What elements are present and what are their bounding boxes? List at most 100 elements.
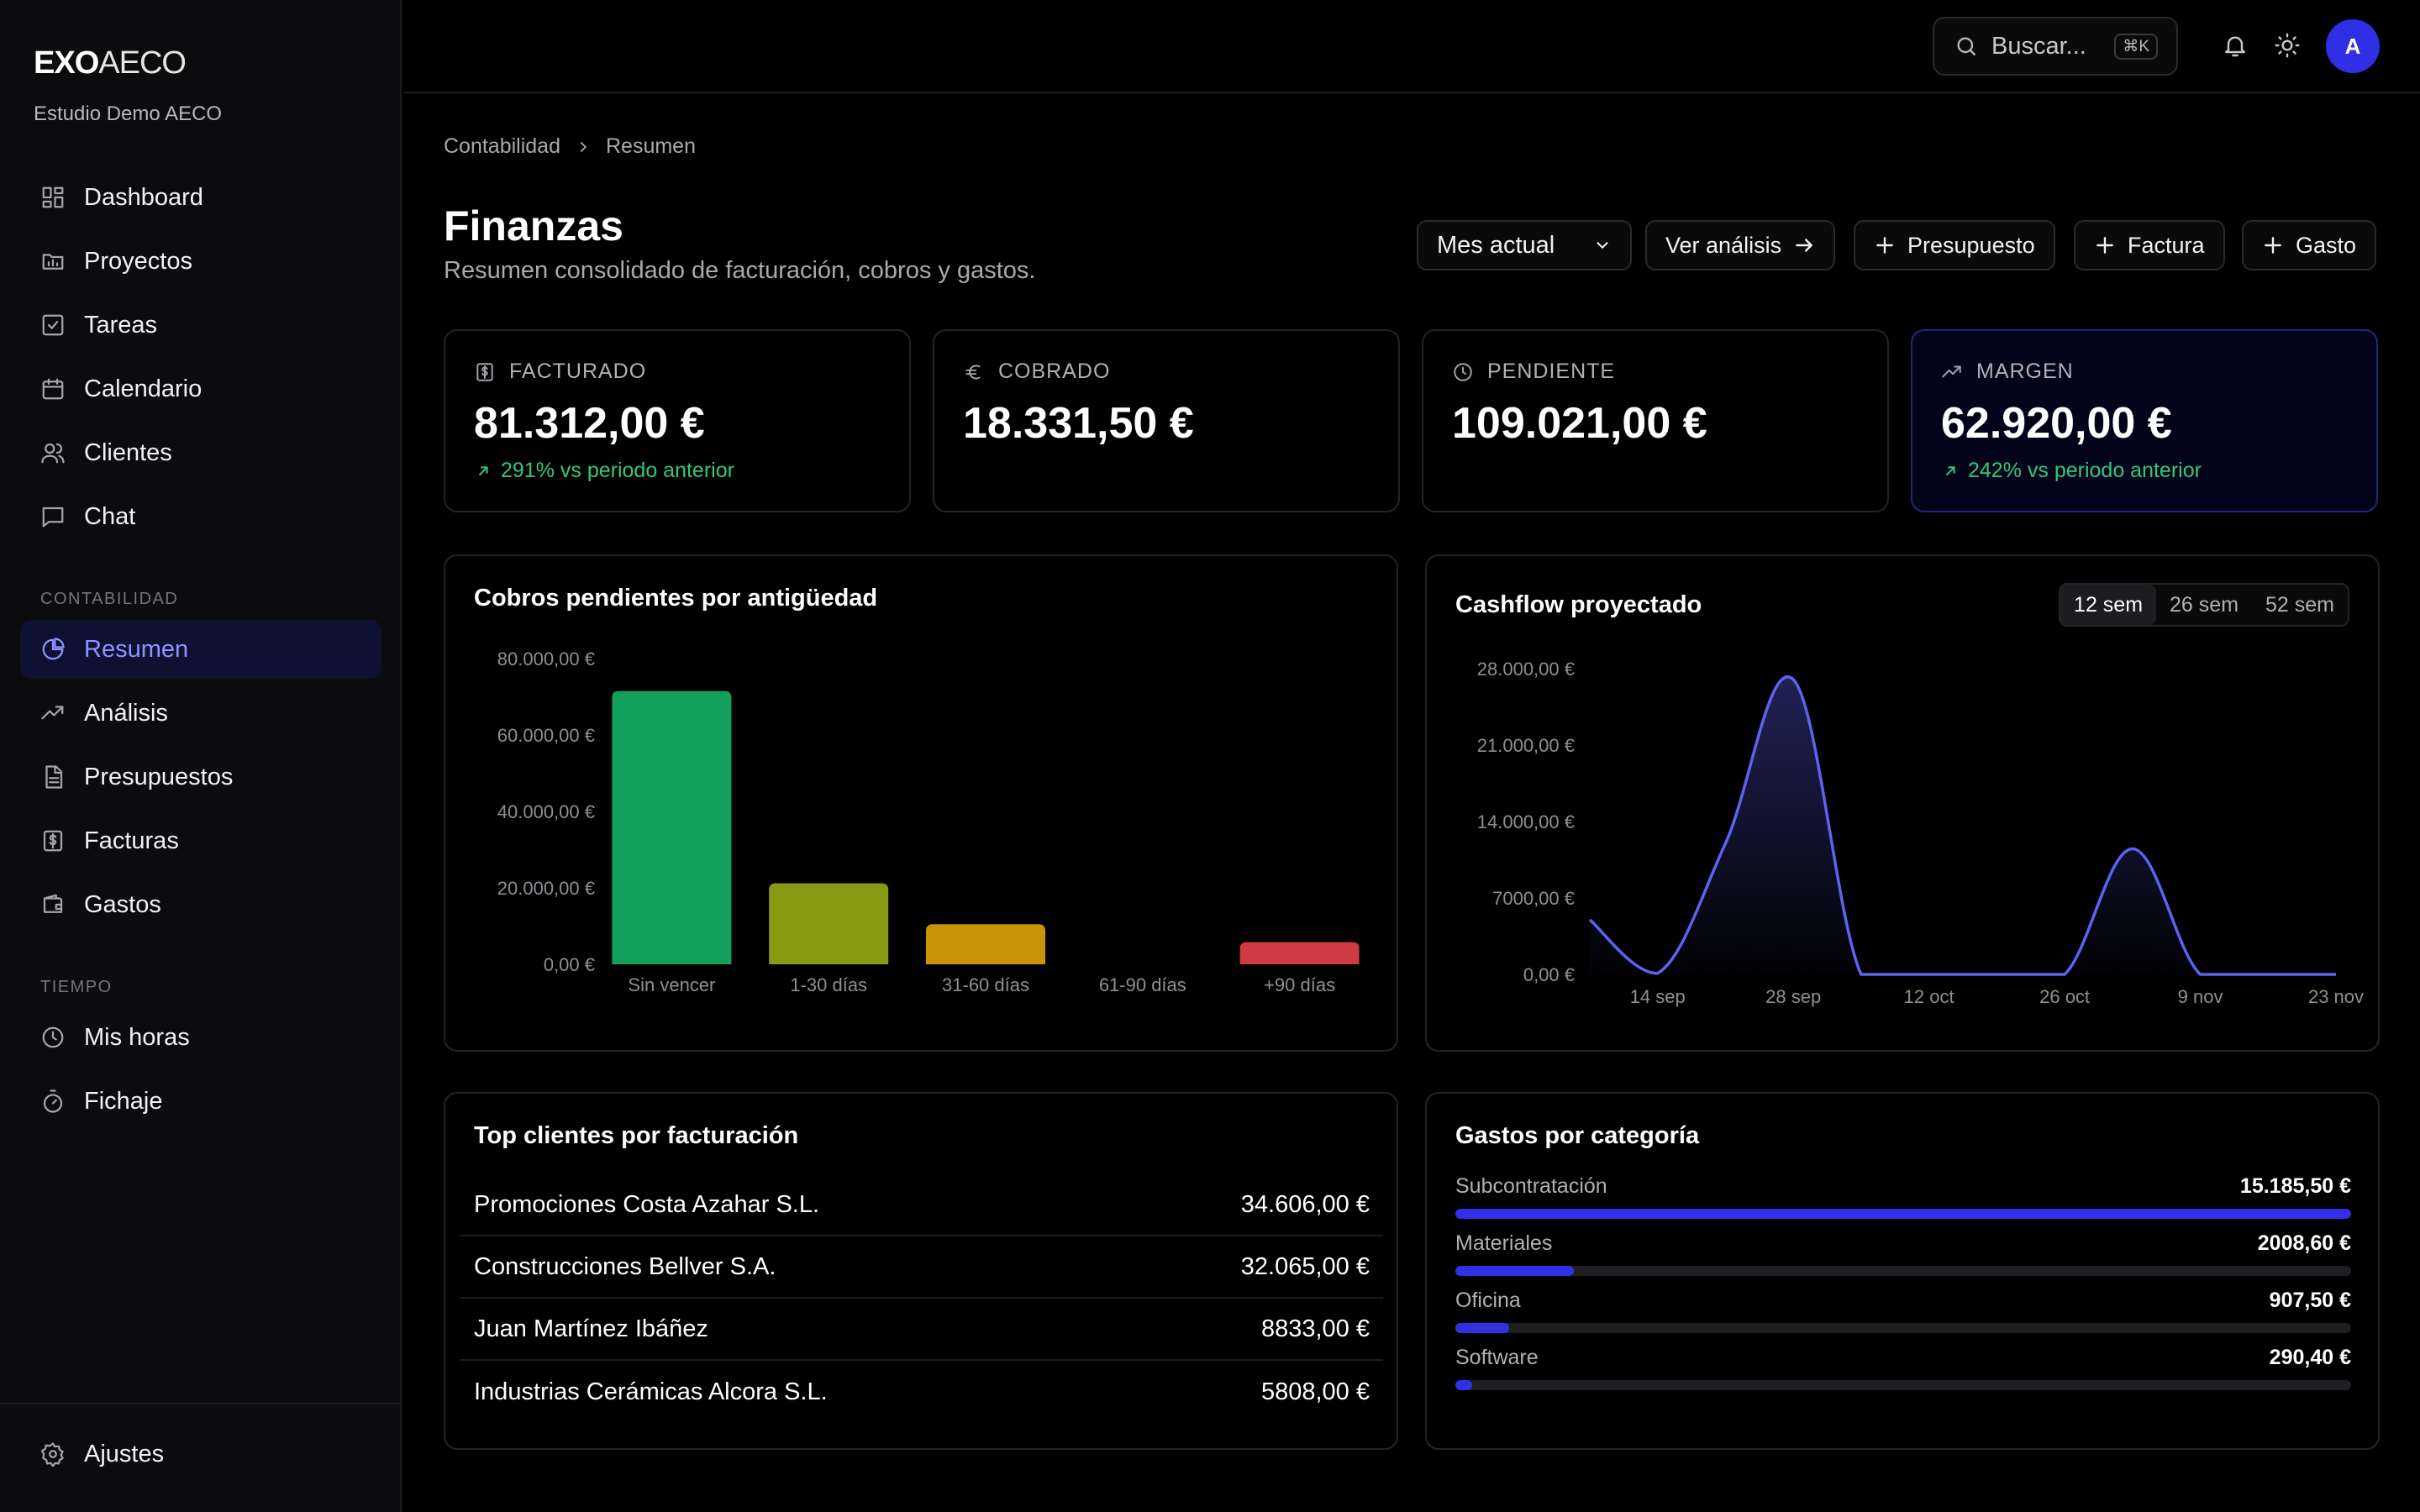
- main-nav: Dashboard Proyectos Tareas Calendario Cl…: [20, 168, 381, 551]
- sidebar-item-proyectos[interactable]: Proyectos: [20, 232, 381, 291]
- category-name: Software: [1455, 1346, 1539, 1369]
- x-tick-label: 12 oct: [1904, 986, 1954, 1007]
- expense-category: Materiales 2008,60 €: [1455, 1231, 2351, 1276]
- list-item[interactable]: Construcciones Bellver S.A. 32.065,00 €: [460, 1236, 1383, 1299]
- expense-category: Oficina 907,50 €: [1455, 1289, 2351, 1333]
- sidebar-item-label: Mis horas: [84, 1023, 190, 1051]
- sidebar-item-facturas[interactable]: Facturas: [20, 811, 381, 870]
- trend-icon: [1942, 365, 1961, 377]
- kpi-card-margen: MARGEN 62.920,00 € 242% vs periodo anter…: [1911, 329, 2378, 512]
- new-invoice-label: Factura: [2128, 232, 2205, 258]
- cashflow-line[interactable]: [1588, 675, 2336, 976]
- invoice-icon: [476, 362, 493, 381]
- time-nav: Mis horas Fichaje: [20, 1008, 381, 1136]
- client-name: Promociones Costa Azahar S.L.: [474, 1190, 820, 1218]
- bar[interactable]: [1239, 942, 1360, 964]
- sidebar-item-presupuestos[interactable]: Presupuestos: [20, 748, 381, 806]
- bell-icon: [2225, 36, 2245, 57]
- sidebar-item-chat[interactable]: Chat: [20, 487, 381, 546]
- list-item[interactable]: Promociones Costa Azahar S.L. 34.606,00 …: [460, 1174, 1383, 1236]
- kpi-label: COBRADO: [963, 360, 1110, 384]
- new-invoice-button[interactable]: Factura: [2074, 220, 2225, 270]
- range-option-52[interactable]: 52 sem: [2265, 592, 2334, 617]
- kpi-trend: 291% vs periodo anterior: [474, 459, 734, 483]
- bar[interactable]: [926, 924, 1045, 964]
- range-option-12[interactable]: 12 sem: [2060, 585, 2157, 625]
- breadcrumb-item-contabilidad[interactable]: Contabilidad: [444, 134, 560, 158]
- sidebar-item-label: Clientes: [84, 438, 172, 466]
- view-analysis-label: Ver análisis: [1665, 232, 1782, 258]
- search-input[interactable]: Buscar... ⌘K: [1933, 17, 2178, 76]
- y-tick-label: 40.000,00 €: [497, 801, 595, 822]
- sidebar-item-tareas[interactable]: Tareas: [20, 296, 381, 354]
- kpi-label: FACTURADO: [474, 360, 646, 384]
- folder-icon: [39, 247, 67, 276]
- period-select-value: Mes actual: [1437, 231, 1555, 259]
- sidebar-item-clientes[interactable]: Clientes: [20, 423, 381, 482]
- new-expense-label: Gasto: [2296, 232, 2357, 258]
- category-progress-track: [1455, 1380, 2351, 1390]
- category-progress-fill: [1455, 1209, 2351, 1219]
- kpi-label-text: COBRADO: [998, 360, 1111, 383]
- chevron-down-icon: [1597, 242, 1608, 249]
- brand-logo[interactable]: EXOAECO: [34, 45, 187, 81]
- dashboard-icon: [39, 183, 67, 212]
- kpi-card-pendiente: PENDIENTE 109.021,00 €: [1422, 329, 1889, 512]
- bar[interactable]: [612, 690, 732, 964]
- y-tick-label: 7000,00 €: [1492, 888, 1575, 909]
- sidebar-item-analisis[interactable]: Análisis: [20, 684, 381, 743]
- plus-icon: [2096, 237, 2113, 254]
- category-progress-track: [1455, 1209, 2351, 1219]
- new-expense-button[interactable]: Gasto: [2242, 220, 2377, 270]
- calendar-icon: [39, 375, 67, 403]
- plus-icon: [2265, 237, 2281, 254]
- y-tick-label: 0,00 €: [1523, 964, 1575, 985]
- period-select[interactable]: Mes actual: [1417, 220, 1632, 270]
- kpi-label-text: FACTURADO: [509, 360, 647, 383]
- sidebar-item-calendario[interactable]: Calendario: [20, 360, 381, 418]
- kpi-card-cobrado: COBRADO 18.331,50 €: [933, 329, 1400, 512]
- sidebar-item-resumen[interactable]: Resumen: [20, 620, 381, 679]
- sidebar-item-label: Gastos: [84, 890, 161, 918]
- avatar[interactable]: A: [2326, 19, 2380, 73]
- theme-toggle-button[interactable]: [2270, 29, 2304, 62]
- x-tick-label: 14 sep: [1630, 986, 1686, 1007]
- new-budget-button[interactable]: Presupuesto: [1854, 220, 2055, 270]
- document-icon: [39, 763, 67, 791]
- client-amount: 8833,00 €: [1260, 1315, 1370, 1342]
- category-progress-fill: [1455, 1323, 1509, 1333]
- x-tick-label: 23 nov: [2308, 986, 2364, 1007]
- client-amount: 32.065,00 €: [1240, 1252, 1370, 1280]
- view-analysis-button[interactable]: Ver análisis: [1645, 220, 1836, 270]
- cashflow-chart-card: Cashflow proyectado 12 sem 26 sem 52 sem…: [1425, 554, 2380, 1052]
- checkbox-icon: [39, 311, 67, 339]
- wallet-icon: [39, 890, 67, 919]
- notifications-button[interactable]: [2218, 29, 2252, 62]
- gear-icon: [39, 1440, 67, 1468]
- sidebar-item-gastos[interactable]: Gastos: [20, 875, 381, 934]
- cashflow-chart-title: Cashflow proyectado: [1455, 591, 1702, 618]
- x-tick-label: +90 días: [1264, 974, 1335, 995]
- list-item[interactable]: Industrias Cerámicas Alcora S.L. 5808,00…: [460, 1361, 1383, 1423]
- search-shortcut: ⌘K: [2114, 34, 2158, 60]
- sidebar-item-dashboard[interactable]: Dashboard: [20, 168, 381, 227]
- y-tick-label: 28.000,00 €: [1477, 659, 1575, 680]
- list-item[interactable]: Juan Martínez Ibáñez 8833,00 €: [460, 1299, 1383, 1361]
- sidebar-item-mis-horas[interactable]: Mis horas: [20, 1008, 381, 1067]
- arrow-up-right-icon: [1945, 465, 1955, 475]
- sidebar-item-label: Facturas: [84, 827, 179, 854]
- page-title: Finanzas: [444, 202, 623, 249]
- organization-name: Estudio Demo AECO: [34, 102, 223, 125]
- kpi-label-text: PENDIENTE: [1487, 360, 1616, 383]
- range-option-26[interactable]: 26 sem: [2170, 592, 2239, 617]
- sidebar-item-label: Calendario: [84, 375, 203, 402]
- bar[interactable]: [769, 883, 889, 964]
- x-tick-label: 9 nov: [2178, 986, 2223, 1007]
- sidebar-item-ajustes[interactable]: Ajustes: [20, 1425, 381, 1483]
- category-amount: 907,50 €: [2269, 1289, 2351, 1312]
- expenses-card: Gastos por categoría Subcontratación 15.1…: [1425, 1092, 2380, 1450]
- clock-icon: [1454, 362, 1472, 381]
- sidebar-item-fichaje[interactable]: Fichaje: [20, 1072, 381, 1131]
- kpi-trend: 242% vs periodo anterior: [1941, 459, 2202, 483]
- kpi-value: 18.331,50 €: [963, 399, 1194, 448]
